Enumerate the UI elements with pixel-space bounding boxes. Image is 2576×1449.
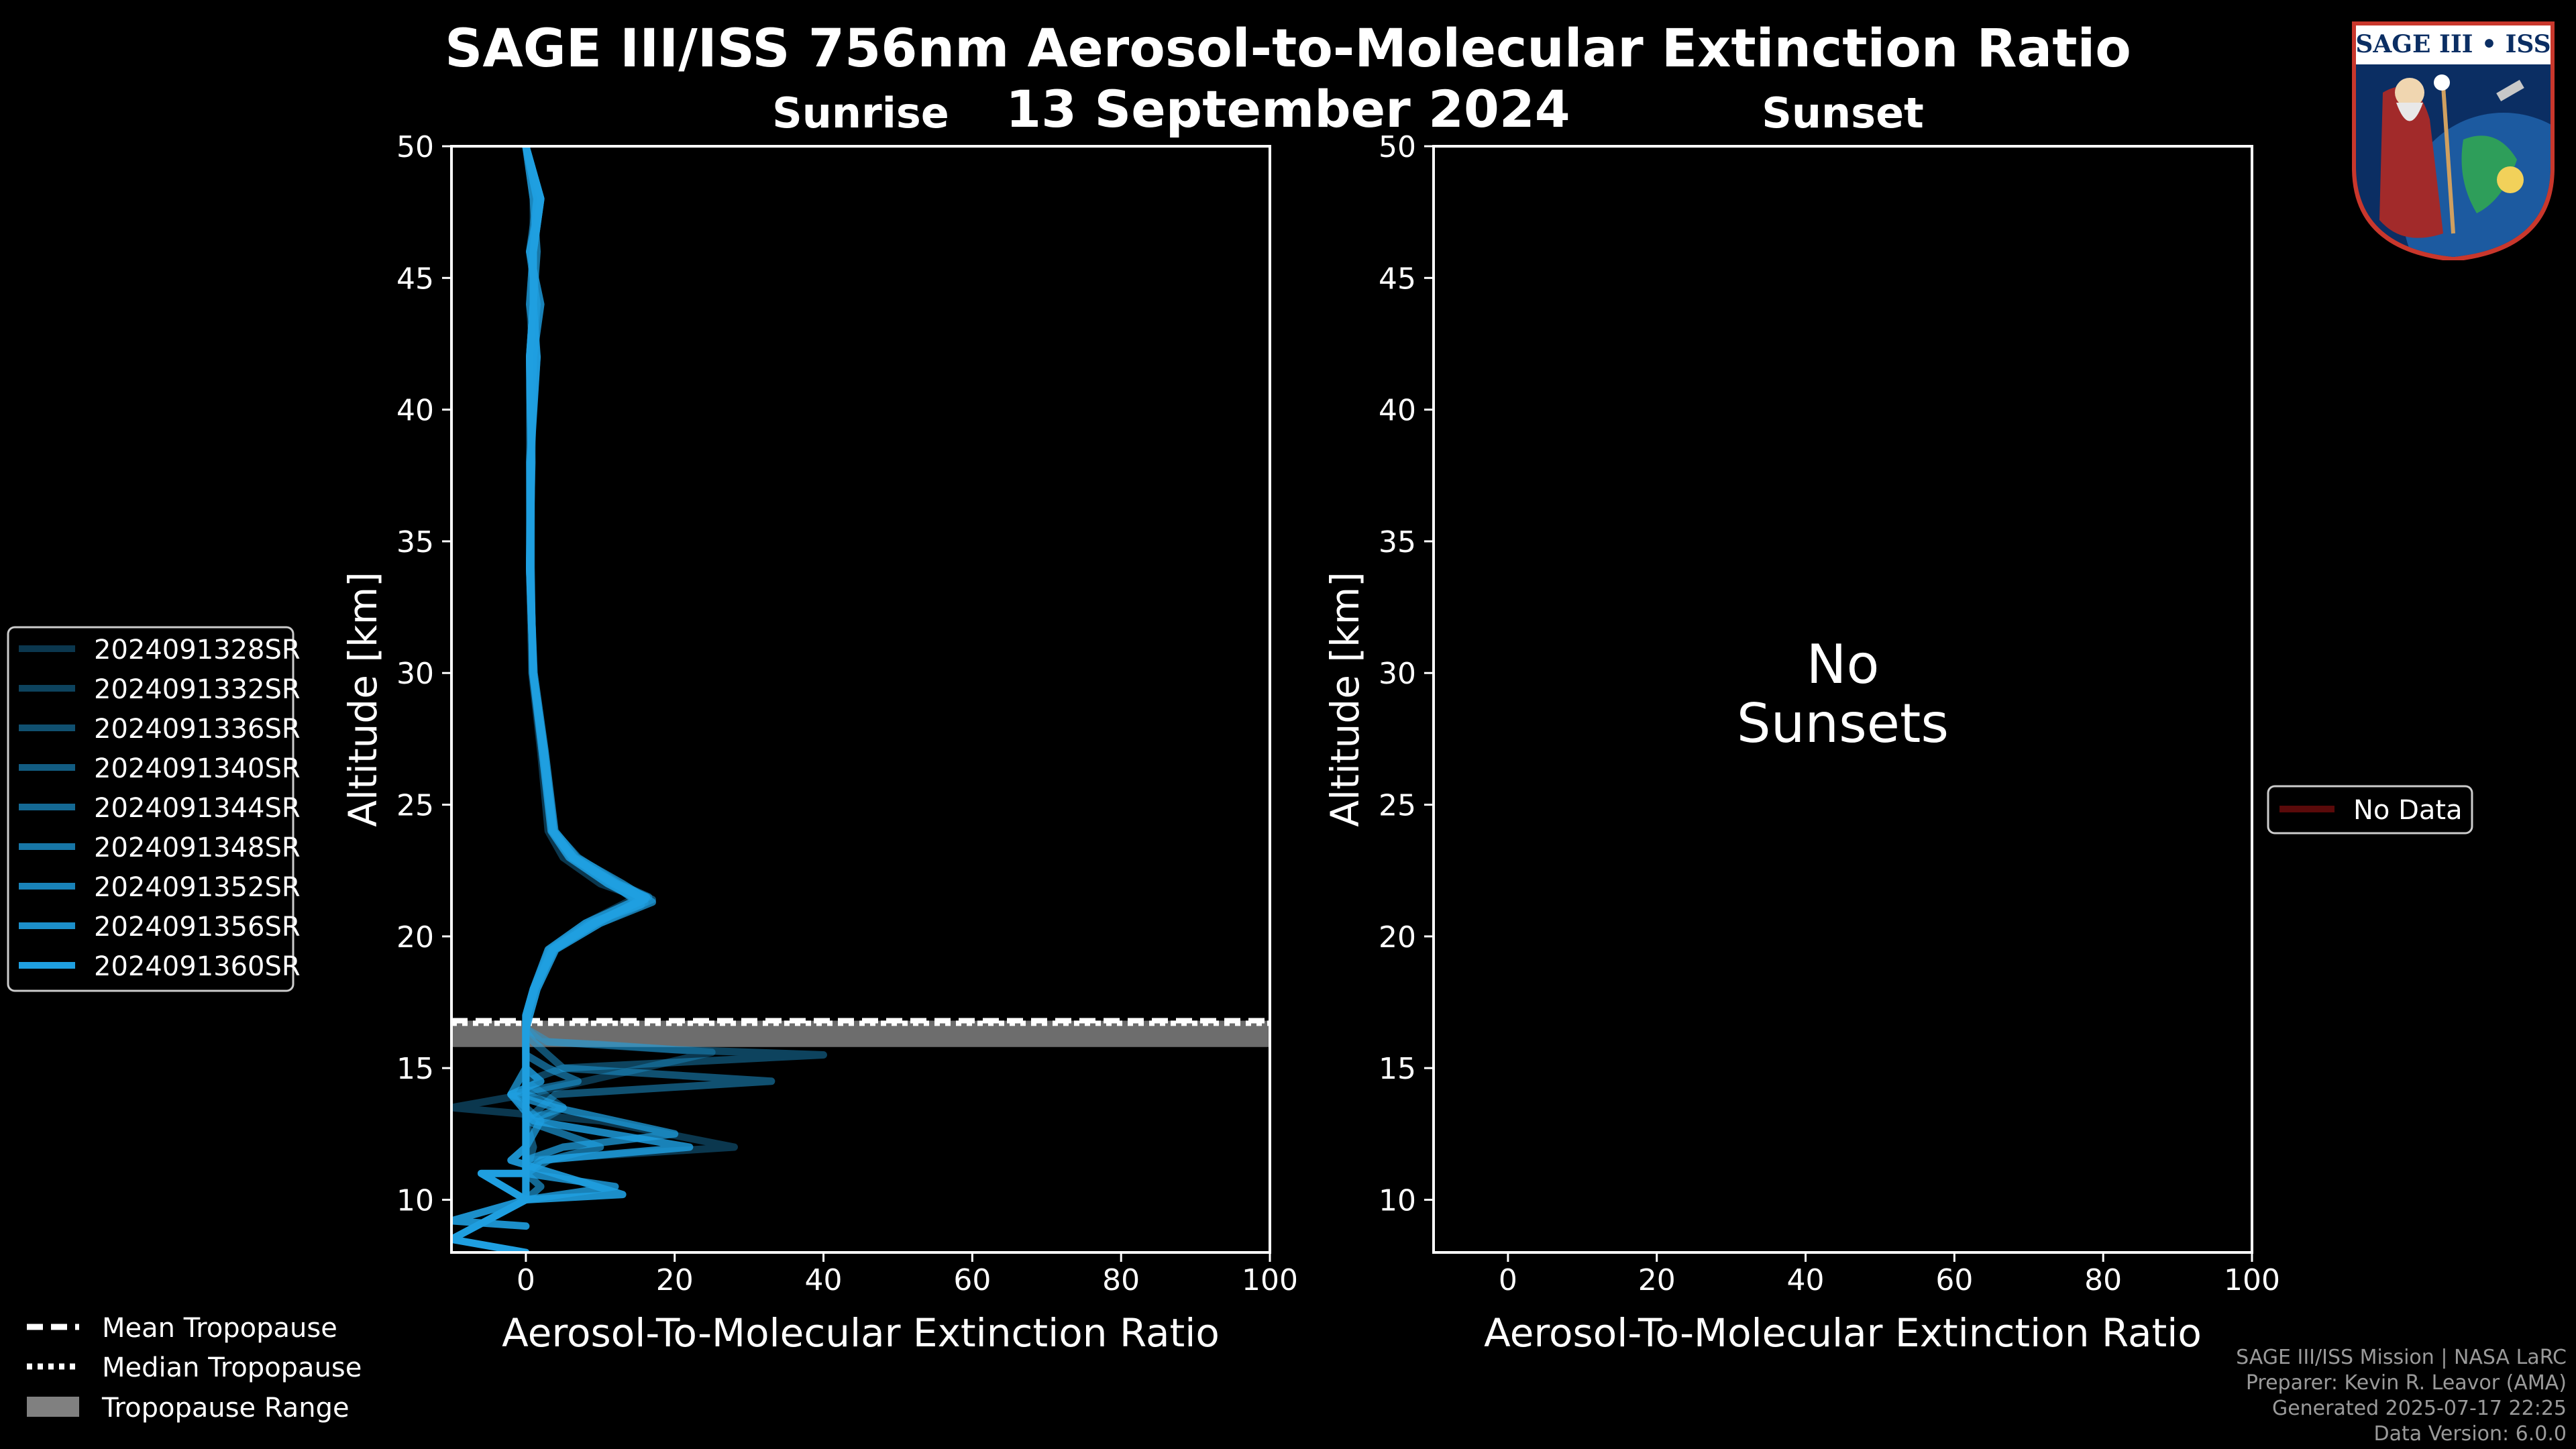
- x-tick-label: 40: [1787, 1263, 1825, 1297]
- x-tick-label: 60: [1935, 1263, 1973, 1297]
- sunset-ylabel: Altitude [km]: [1322, 572, 1368, 826]
- y-tick-label: 25: [396, 789, 434, 823]
- legend-label: 2024091348SR: [94, 833, 301, 863]
- y-tick-label: 25: [1379, 789, 1416, 823]
- y-tick-label: 40: [1379, 394, 1416, 428]
- footer-line-version: Data Version: 6.0.0: [2373, 1422, 2567, 1446]
- y-tick-label: 20: [396, 920, 434, 955]
- x-tick-label: 80: [1102, 1263, 1140, 1297]
- sunset-title: Sunset: [1762, 89, 1924, 138]
- sunrise-ylabel: Altitude [km]: [340, 572, 386, 826]
- legend-label: 2024091352SR: [94, 872, 301, 903]
- legend-label: 2024091340SR: [94, 753, 301, 784]
- chart-title: SAGE III/ISS 756nm Aerosol-to-Molecular …: [445, 19, 2131, 79]
- y-tick-label: 30: [1379, 657, 1416, 691]
- x-tick-label: 0: [517, 1263, 535, 1297]
- y-tick-label: 20: [1379, 920, 1416, 955]
- y-tick-label: 15: [1379, 1052, 1416, 1086]
- sunrise-panel: Sunrise 0 20 40 60 80 100 10 15 20 25 30 35 40 45 50 Aer…: [340, 89, 1298, 1356]
- sunrise-frame: [450, 145, 1271, 1254]
- footer: SAGE III/ISS Mission | NASA LaRC Prepare…: [2236, 1345, 2567, 1447]
- y-tick-label: 50: [396, 130, 434, 164]
- series-line-2024091360SR: [451, 146, 649, 1252]
- no-data-legend: No Data: [2267, 785, 2473, 835]
- legend-label: 2024091328SR: [94, 635, 301, 665]
- sunset-panel: Sunset 0 20 40 60 80 100 10 15 20 25 30 35 40 45 50 Aero…: [1322, 89, 2280, 1356]
- legend-label: 2024091336SR: [94, 714, 301, 745]
- tropopause-legend: Mean Tropopause Median Tropopause Tropopau…: [27, 1313, 362, 1424]
- y-tick-label: 45: [396, 262, 434, 296]
- y-tick-label: 45: [1379, 262, 1416, 296]
- sunrise-title: Sunrise: [772, 89, 949, 138]
- x-tick-label: 60: [953, 1263, 991, 1297]
- no-sunsets-annotation: Sunsets: [1737, 692, 1949, 755]
- y-tick-label: 30: [396, 657, 434, 691]
- legend-label: 2024091332SR: [94, 674, 301, 705]
- series-legend-frame: [7, 626, 294, 992]
- footer-line-preparer: Preparer: Kevin R. Leavor (AMA): [2245, 1371, 2567, 1395]
- y-tick-label: 40: [396, 394, 434, 428]
- series-legend: 2024091328SR 2024091332SR 2024091336SR 2024…: [7, 626, 301, 992]
- x-tick-label: 80: [2084, 1263, 2122, 1297]
- no-data-label: No Data: [2353, 795, 2463, 826]
- sunset-xlabel: Aerosol-To-Molecular Extinction Ratio: [1484, 1310, 2202, 1356]
- median-tropopause-label: Median Tropopause: [102, 1352, 362, 1383]
- legend-label: 2024091356SR: [94, 912, 301, 943]
- y-tick-label: 10: [396, 1183, 434, 1218]
- y-tick-label: 35: [396, 525, 434, 559]
- x-tick-label: 20: [1638, 1263, 1676, 1297]
- logo-text: SAGE III • ISS: [2355, 30, 2551, 58]
- sunset-frame: [1432, 145, 2253, 1254]
- x-tick-label: 20: [656, 1263, 694, 1297]
- sage-logo-icon: SAGE III • ISS: [2352, 21, 2555, 260]
- chart-date: 13 September 2024: [1006, 79, 1570, 139]
- tropopause-range-swatch: [27, 1397, 79, 1417]
- y-tick-label: 35: [1379, 525, 1416, 559]
- x-tick-label: 0: [1499, 1263, 1517, 1297]
- sunrise-xlabel: Aerosol-To-Molecular Extinction Ratio: [502, 1310, 1220, 1356]
- no-data-legend-frame: [2267, 785, 2473, 835]
- tropopause-range-label: Tropopause Range: [101, 1393, 350, 1424]
- x-tick-label: 100: [2224, 1263, 2280, 1297]
- y-tick-label: 10: [1379, 1183, 1416, 1218]
- x-tick-label: 100: [1242, 1263, 1298, 1297]
- footer-line-generated: Generated 2025-07-17 22:25: [2271, 1397, 2567, 1420]
- legend-label: 2024091344SR: [94, 793, 301, 824]
- mean-tropopause-label: Mean Tropopause: [102, 1313, 337, 1344]
- legend-label: 2024091360SR: [94, 951, 301, 982]
- y-tick-label: 50: [1379, 130, 1416, 164]
- sunrise-data: [451, 146, 1270, 1252]
- x-tick-label: 40: [805, 1263, 843, 1297]
- y-tick-label: 15: [396, 1052, 434, 1086]
- footer-line-mission: SAGE III/ISS Mission | NASA LaRC: [2236, 1346, 2567, 1369]
- no-sunsets-annotation: No: [1807, 633, 1880, 696]
